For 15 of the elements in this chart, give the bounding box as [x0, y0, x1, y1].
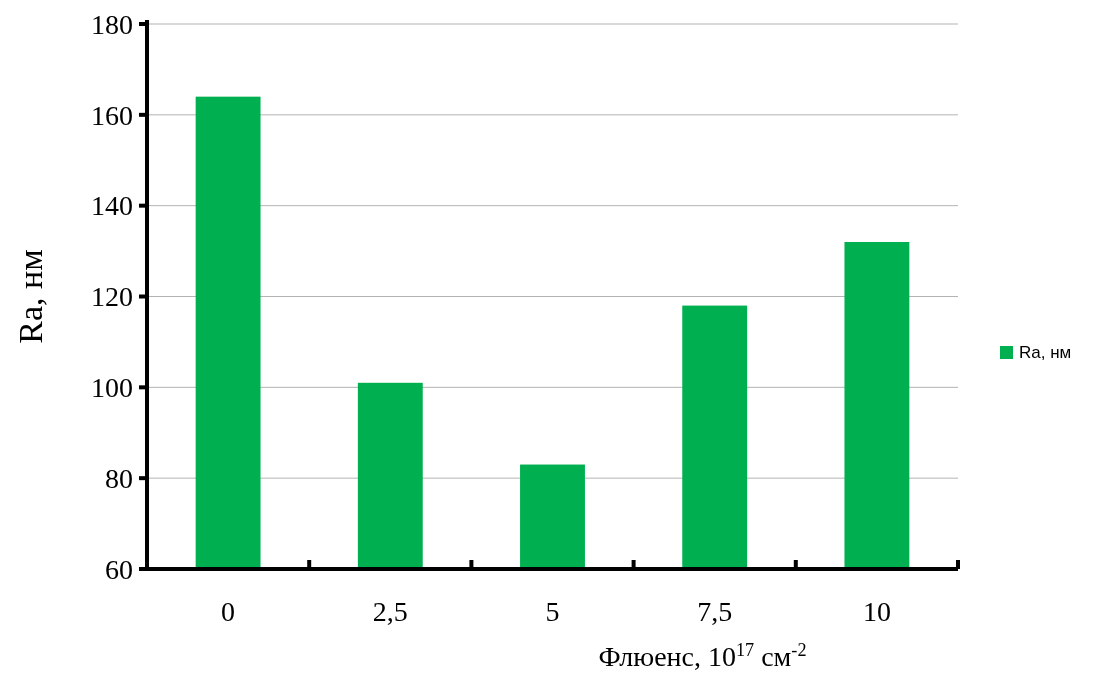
x-axis-title: Флюенс, 10$^{17}$ см$^{-2}$ — [598, 640, 807, 672]
x-tick-label: 2,5 — [372, 596, 408, 627]
y-tick-label: 120 — [91, 281, 133, 313]
y-tick-label: 100 — [91, 372, 133, 404]
y-tick-label: 60 — [105, 553, 133, 585]
y-axis-title: Ra, нм — [12, 249, 49, 344]
x-tick-label: 10 — [862, 596, 891, 627]
x-tick-label: 7,5 — [697, 596, 733, 627]
y-tick-label: 80 — [105, 462, 133, 494]
y-tick-label: 140 — [91, 190, 133, 222]
x-tick-label: 0 — [221, 596, 236, 627]
x-tick-label: 5 — [545, 596, 560, 627]
y-tick-label: 180 — [91, 8, 133, 40]
y-tick-label: 160 — [91, 99, 133, 131]
legend-label: Ra, нм — [1019, 343, 1072, 362]
